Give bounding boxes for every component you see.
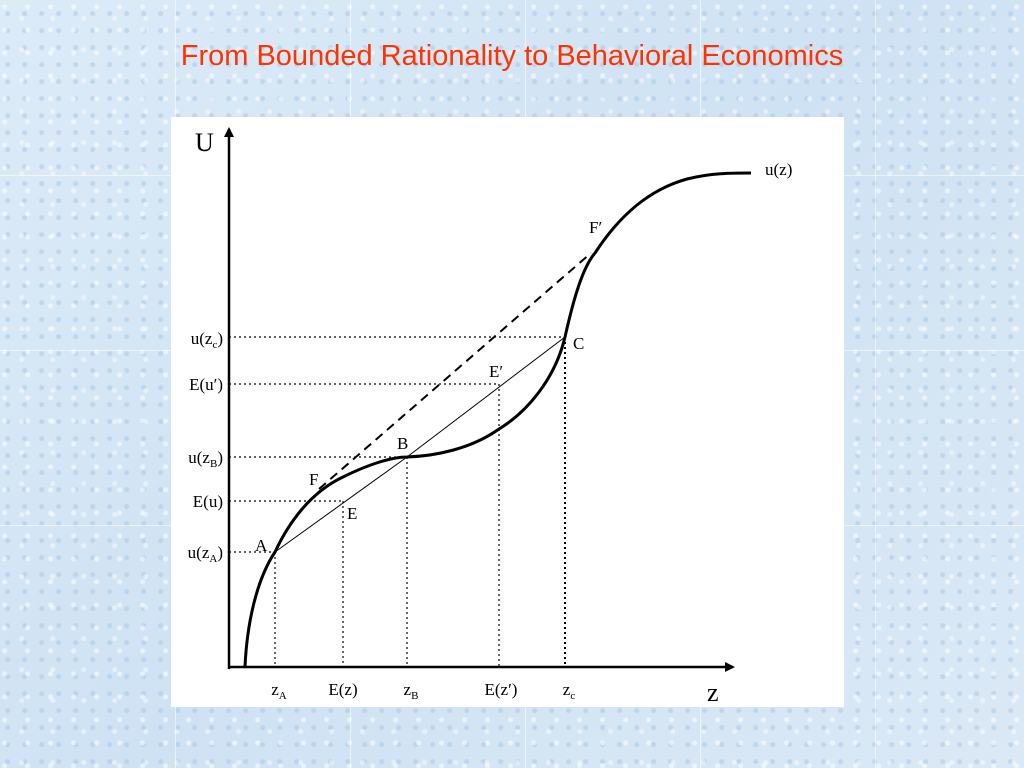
utility-curve [243, 171, 752, 668]
point-label-F: F [309, 470, 318, 489]
point-label-A: A [255, 536, 268, 555]
utility-diagram: U z u(z) A B C E E′ F F′ [188, 127, 792, 707]
x-tick-E-z-prime: E(z′) [485, 680, 518, 699]
slide-title: From Bounded Rationality to Behavioral E… [180, 40, 844, 72]
y-tick-u-zA: u(zA) [188, 543, 223, 565]
point-label-B: B [397, 434, 408, 453]
point-label-C: C [573, 334, 584, 353]
point-label-F-prime: F′ [589, 218, 602, 237]
y-tick-u-zB: u(zB) [188, 448, 223, 470]
y-tick-E-u-prime: E(u′) [189, 375, 223, 394]
dashed-line-F-F-prime [318, 252, 592, 490]
x-tick-zB: zB [404, 680, 419, 702]
x-axis-label: z [707, 678, 719, 707]
curve-label: u(z) [765, 160, 792, 179]
y-tick-u-zc: u(zc) [191, 329, 223, 351]
x-tick-E-z: E(z) [328, 680, 357, 699]
chord-B-C [406, 336, 566, 458]
background-seam [875, 0, 876, 768]
y-tick-E-u: E(u) [193, 492, 223, 511]
y-axis-label: U [195, 128, 214, 157]
utility-diagram-panel: U z u(z) A B C E E′ F F′ [171, 117, 844, 707]
x-tick-zc: zc [563, 680, 576, 702]
point-label-E-prime: E′ [489, 362, 503, 381]
point-label-E: E [347, 504, 357, 523]
chord-A-B [274, 456, 408, 553]
guide-lines [229, 336, 566, 667]
x-tick-zA: zA [271, 680, 287, 702]
